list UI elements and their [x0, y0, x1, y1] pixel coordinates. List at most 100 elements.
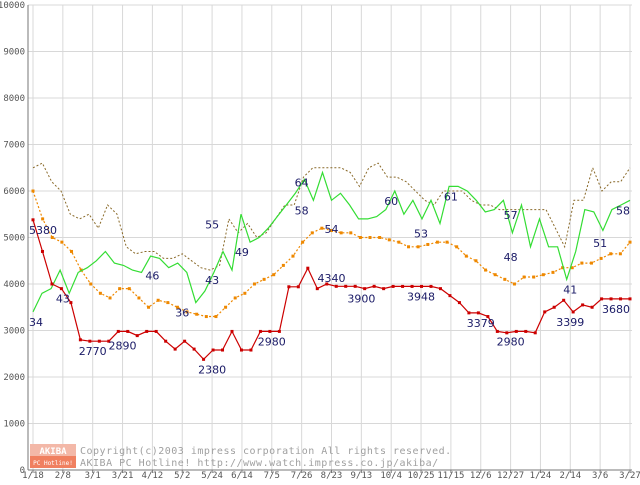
series-line-3	[32, 162, 631, 271]
series-2-point	[512, 282, 516, 286]
akiba-logo: AKIBA PC Hotline!	[30, 444, 76, 468]
series-1-point	[457, 301, 461, 305]
series-2-point	[445, 240, 449, 244]
series-2-point	[628, 240, 632, 244]
series-2-point	[195, 312, 199, 316]
series-2-point	[79, 268, 83, 272]
series-1-point	[211, 348, 215, 352]
data-label: 4340	[318, 272, 346, 285]
series-2-point	[214, 315, 218, 319]
series-1-point	[59, 287, 63, 291]
series-1-point	[619, 297, 623, 301]
series-1-point	[410, 284, 414, 288]
data-label: 49	[235, 246, 249, 259]
series-1-point	[401, 284, 405, 288]
x-tick-label: 10/4	[380, 471, 402, 480]
series-1-point	[486, 315, 490, 319]
y-tick-label: 1000	[3, 420, 25, 430]
series-1-point	[221, 348, 225, 352]
data-label: 3900	[347, 293, 375, 306]
series-2-point	[349, 231, 353, 235]
series-2-point	[474, 259, 478, 263]
series-2-point	[541, 273, 545, 277]
series-1-point	[533, 331, 537, 335]
data-label: 2770	[79, 345, 107, 358]
data-label: 48	[504, 251, 518, 264]
x-tick-label: 10/25	[408, 471, 435, 480]
series-2-point	[551, 270, 555, 274]
series-2-point	[484, 268, 488, 272]
series-2-point	[397, 240, 401, 244]
data-label: 43	[205, 274, 219, 287]
series-2-point	[320, 226, 324, 230]
series-1-point	[334, 284, 338, 288]
series-2-point	[580, 261, 584, 265]
series-1-point	[543, 310, 547, 314]
data-label: 3948	[407, 290, 435, 303]
x-tick-label: 5/24	[201, 471, 223, 480]
series-1-point	[306, 266, 310, 270]
series-2-point	[387, 238, 391, 242]
axis-layer	[27, 5, 632, 473]
series-1-point	[277, 329, 281, 333]
series-1-point	[154, 329, 158, 333]
series-1-point	[552, 305, 556, 309]
series-2-point	[272, 273, 276, 277]
series-1-point	[382, 287, 386, 291]
data-label: 46	[145, 269, 159, 282]
series-1-point	[514, 329, 518, 333]
series-2-point	[224, 305, 228, 309]
x-tick-label: 6/14	[231, 471, 253, 480]
grid-layer	[28, 4, 632, 471]
series-1-point	[88, 339, 92, 343]
data-label: 2380	[198, 363, 226, 376]
series-1-point	[164, 339, 168, 343]
data-label: 41	[563, 283, 577, 296]
series-2-point	[416, 245, 420, 249]
series-2-point	[233, 296, 237, 300]
series-1-point	[69, 301, 73, 305]
annotation-layer: 34 5380 43 2770 2890 46 36 43 2380 55 49 2980 58 64 43…	[29, 176, 630, 376]
series-2-point	[618, 252, 622, 256]
x-tick-label: 1/24	[530, 471, 552, 480]
data-label: 2980	[497, 335, 525, 348]
series-line-1	[32, 219, 630, 361]
series-2-point	[407, 245, 411, 249]
series-2-point	[137, 296, 141, 300]
series-1-point	[429, 284, 433, 288]
series-1-point	[628, 297, 632, 301]
series-2-point	[455, 245, 459, 249]
data-label: 2980	[258, 335, 286, 348]
data-label: 58	[295, 204, 309, 217]
y-tick-label: 10000	[0, 1, 25, 11]
series-2-point	[243, 291, 247, 295]
series-1-point	[448, 294, 452, 298]
series-1-point	[126, 329, 130, 333]
logo-bottom-text: PC Hotline!	[33, 460, 73, 467]
data-label: 36	[175, 307, 189, 320]
x-tick-label: 2/14	[559, 471, 581, 480]
y-tick-label: 8000	[3, 94, 25, 104]
series-2-point	[358, 236, 362, 239]
series-1-point	[353, 284, 357, 288]
series-2-point	[522, 275, 526, 279]
series-2-point	[368, 236, 372, 239]
series-1-point	[296, 285, 300, 289]
series-2-point	[147, 305, 151, 309]
series-layer	[31, 162, 632, 361]
data-label: 3680	[602, 303, 630, 316]
series-1-point	[420, 284, 424, 288]
series-1-point	[268, 329, 272, 333]
series-2-point	[378, 236, 382, 239]
series-1-point	[476, 311, 480, 315]
series-1-point	[202, 357, 206, 361]
data-label: 60	[384, 195, 398, 208]
series-1-point	[590, 305, 594, 309]
series-1-point	[230, 329, 234, 333]
x-tick-label: 11/15	[437, 471, 464, 480]
series-2-point	[60, 240, 64, 244]
series-1-point	[40, 249, 44, 253]
x-tick-label: 7/26	[291, 471, 313, 480]
copyright-text: Copyright(c)2003 impress corporation All…	[80, 446, 452, 457]
